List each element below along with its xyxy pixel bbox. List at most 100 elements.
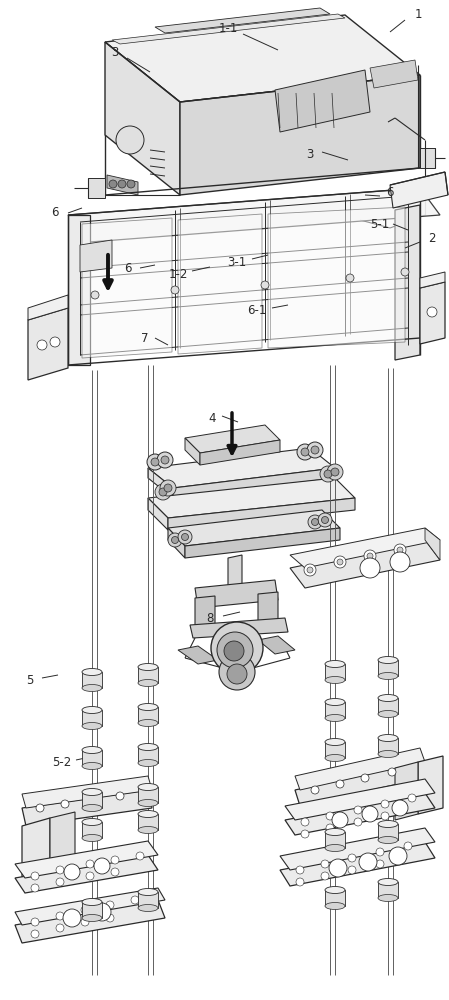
Ellipse shape	[378, 820, 398, 828]
Polygon shape	[228, 555, 242, 593]
Circle shape	[389, 847, 407, 865]
Circle shape	[348, 854, 356, 862]
Text: 3-1: 3-1	[227, 255, 247, 268]
Ellipse shape	[378, 672, 398, 680]
Ellipse shape	[138, 680, 158, 686]
Polygon shape	[280, 842, 435, 886]
Circle shape	[211, 622, 263, 674]
Circle shape	[304, 564, 316, 576]
Polygon shape	[258, 636, 295, 654]
Polygon shape	[168, 498, 355, 530]
Circle shape	[131, 896, 139, 904]
Polygon shape	[15, 855, 158, 893]
Circle shape	[224, 641, 244, 661]
Circle shape	[161, 456, 169, 464]
Circle shape	[301, 830, 309, 838]
Ellipse shape	[138, 784, 158, 790]
Polygon shape	[82, 710, 102, 726]
Ellipse shape	[82, 834, 102, 842]
Polygon shape	[290, 528, 440, 568]
Circle shape	[31, 918, 39, 926]
Polygon shape	[138, 747, 158, 763]
Circle shape	[116, 792, 124, 800]
Circle shape	[390, 552, 410, 572]
Polygon shape	[280, 828, 435, 870]
Polygon shape	[155, 8, 330, 33]
Ellipse shape	[325, 714, 345, 722]
Circle shape	[332, 812, 348, 828]
Circle shape	[172, 536, 179, 544]
Ellipse shape	[82, 684, 102, 692]
Ellipse shape	[138, 888, 158, 896]
Circle shape	[321, 516, 329, 524]
Polygon shape	[22, 776, 152, 808]
Ellipse shape	[82, 898, 102, 906]
Circle shape	[93, 903, 111, 921]
Polygon shape	[390, 172, 448, 208]
Ellipse shape	[138, 810, 158, 818]
Circle shape	[320, 466, 336, 482]
Ellipse shape	[138, 826, 158, 834]
Ellipse shape	[82, 722, 102, 730]
Text: 1-2: 1-2	[168, 268, 188, 282]
Polygon shape	[178, 646, 218, 664]
Circle shape	[219, 654, 255, 690]
Polygon shape	[295, 762, 425, 806]
Polygon shape	[185, 438, 200, 465]
Polygon shape	[258, 592, 278, 628]
Circle shape	[81, 906, 89, 914]
Circle shape	[116, 126, 144, 154]
Circle shape	[63, 909, 81, 927]
Circle shape	[326, 824, 334, 832]
Ellipse shape	[82, 668, 102, 676]
Polygon shape	[148, 448, 335, 488]
Circle shape	[311, 446, 319, 454]
Circle shape	[334, 556, 346, 568]
Circle shape	[381, 812, 389, 820]
Polygon shape	[28, 308, 68, 380]
Circle shape	[297, 444, 313, 460]
Polygon shape	[112, 14, 345, 44]
Polygon shape	[105, 42, 180, 195]
Circle shape	[56, 878, 64, 886]
Circle shape	[171, 286, 179, 294]
Circle shape	[31, 872, 39, 880]
Polygon shape	[325, 664, 345, 680]
Circle shape	[227, 664, 247, 684]
Polygon shape	[420, 282, 445, 344]
Polygon shape	[15, 841, 158, 878]
Circle shape	[346, 274, 354, 282]
Circle shape	[367, 553, 373, 559]
Polygon shape	[138, 814, 158, 830]
Polygon shape	[285, 793, 435, 835]
Polygon shape	[148, 468, 173, 498]
Polygon shape	[82, 750, 102, 766]
Circle shape	[331, 468, 339, 476]
Ellipse shape	[82, 804, 102, 812]
Text: 5-2: 5-2	[53, 756, 72, 768]
Ellipse shape	[82, 914, 102, 922]
Circle shape	[361, 774, 369, 782]
Polygon shape	[268, 207, 405, 348]
Ellipse shape	[82, 746, 102, 754]
Polygon shape	[200, 440, 280, 465]
Circle shape	[217, 632, 253, 668]
Polygon shape	[82, 822, 102, 838]
Circle shape	[118, 180, 126, 188]
Polygon shape	[138, 892, 158, 908]
Ellipse shape	[378, 710, 398, 718]
Text: 6: 6	[124, 261, 132, 274]
Circle shape	[427, 307, 437, 317]
Ellipse shape	[138, 704, 158, 710]
Circle shape	[336, 780, 344, 788]
Polygon shape	[68, 188, 440, 242]
Circle shape	[327, 464, 343, 480]
Polygon shape	[425, 528, 440, 560]
Text: 6: 6	[386, 186, 394, 198]
Ellipse shape	[325, 886, 345, 894]
Ellipse shape	[325, 902, 345, 910]
Ellipse shape	[378, 836, 398, 844]
Circle shape	[91, 291, 99, 299]
Circle shape	[307, 567, 313, 573]
Polygon shape	[22, 790, 152, 826]
